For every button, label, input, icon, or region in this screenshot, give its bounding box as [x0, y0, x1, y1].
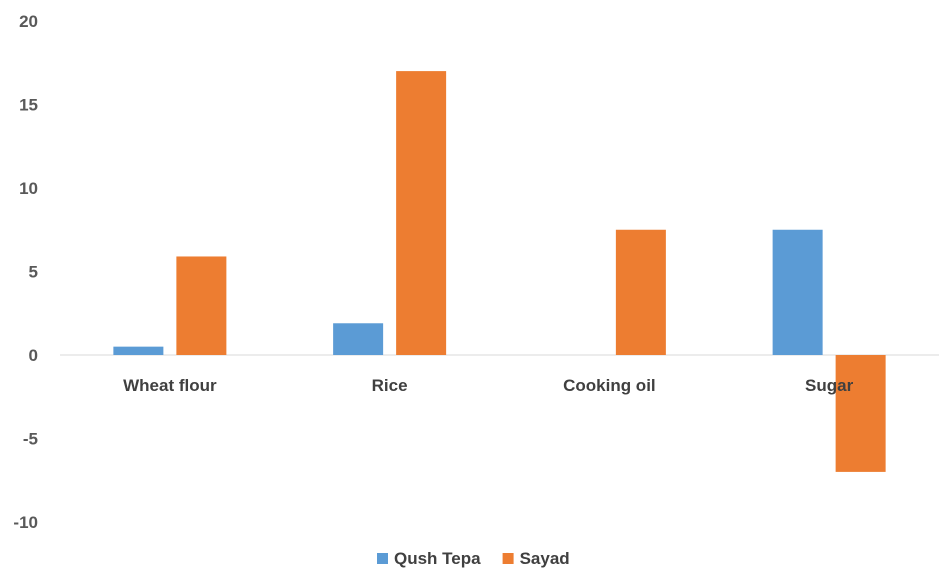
y-tick-label: 10: [19, 179, 38, 198]
category-label: Wheat flour: [123, 376, 217, 395]
bar-sayad-sugar: [835, 355, 886, 472]
bars: [113, 71, 886, 472]
legend-swatch: [377, 553, 388, 564]
legend-swatch: [502, 553, 514, 564]
legend-label: Sayad: [520, 549, 570, 568]
bar-sayad-cooking-oil: [615, 229, 666, 355]
bar-qush-tepa-wheat-flour: [113, 346, 164, 355]
bar-sayad-rice: [396, 71, 447, 355]
bar-qush-tepa-sugar: [772, 229, 823, 355]
category-label: Sugar: [805, 376, 854, 395]
y-tick-label: 0: [29, 346, 38, 365]
y-tick-label: 5: [29, 263, 38, 282]
bar-sayad-wheat-flour: [176, 256, 227, 355]
legend-label: Qush Tepa: [394, 549, 481, 568]
y-tick-label: -10: [13, 513, 38, 532]
y-tick-label: 15: [19, 96, 38, 115]
category-label: Rice: [372, 376, 408, 395]
category-label: Cooking oil: [563, 376, 656, 395]
y-tick-label: -5: [23, 430, 38, 449]
category-labels: Wheat flour Rice Cooking oil Sugar: [123, 376, 853, 395]
y-tick-label: 20: [19, 12, 38, 31]
bar-qush-tepa-rice: [333, 323, 384, 355]
legend: Qush Tepa Sayad: [377, 549, 570, 568]
y-axis-tick-labels: 20 15 10 5 0 -5 -10: [13, 12, 38, 532]
